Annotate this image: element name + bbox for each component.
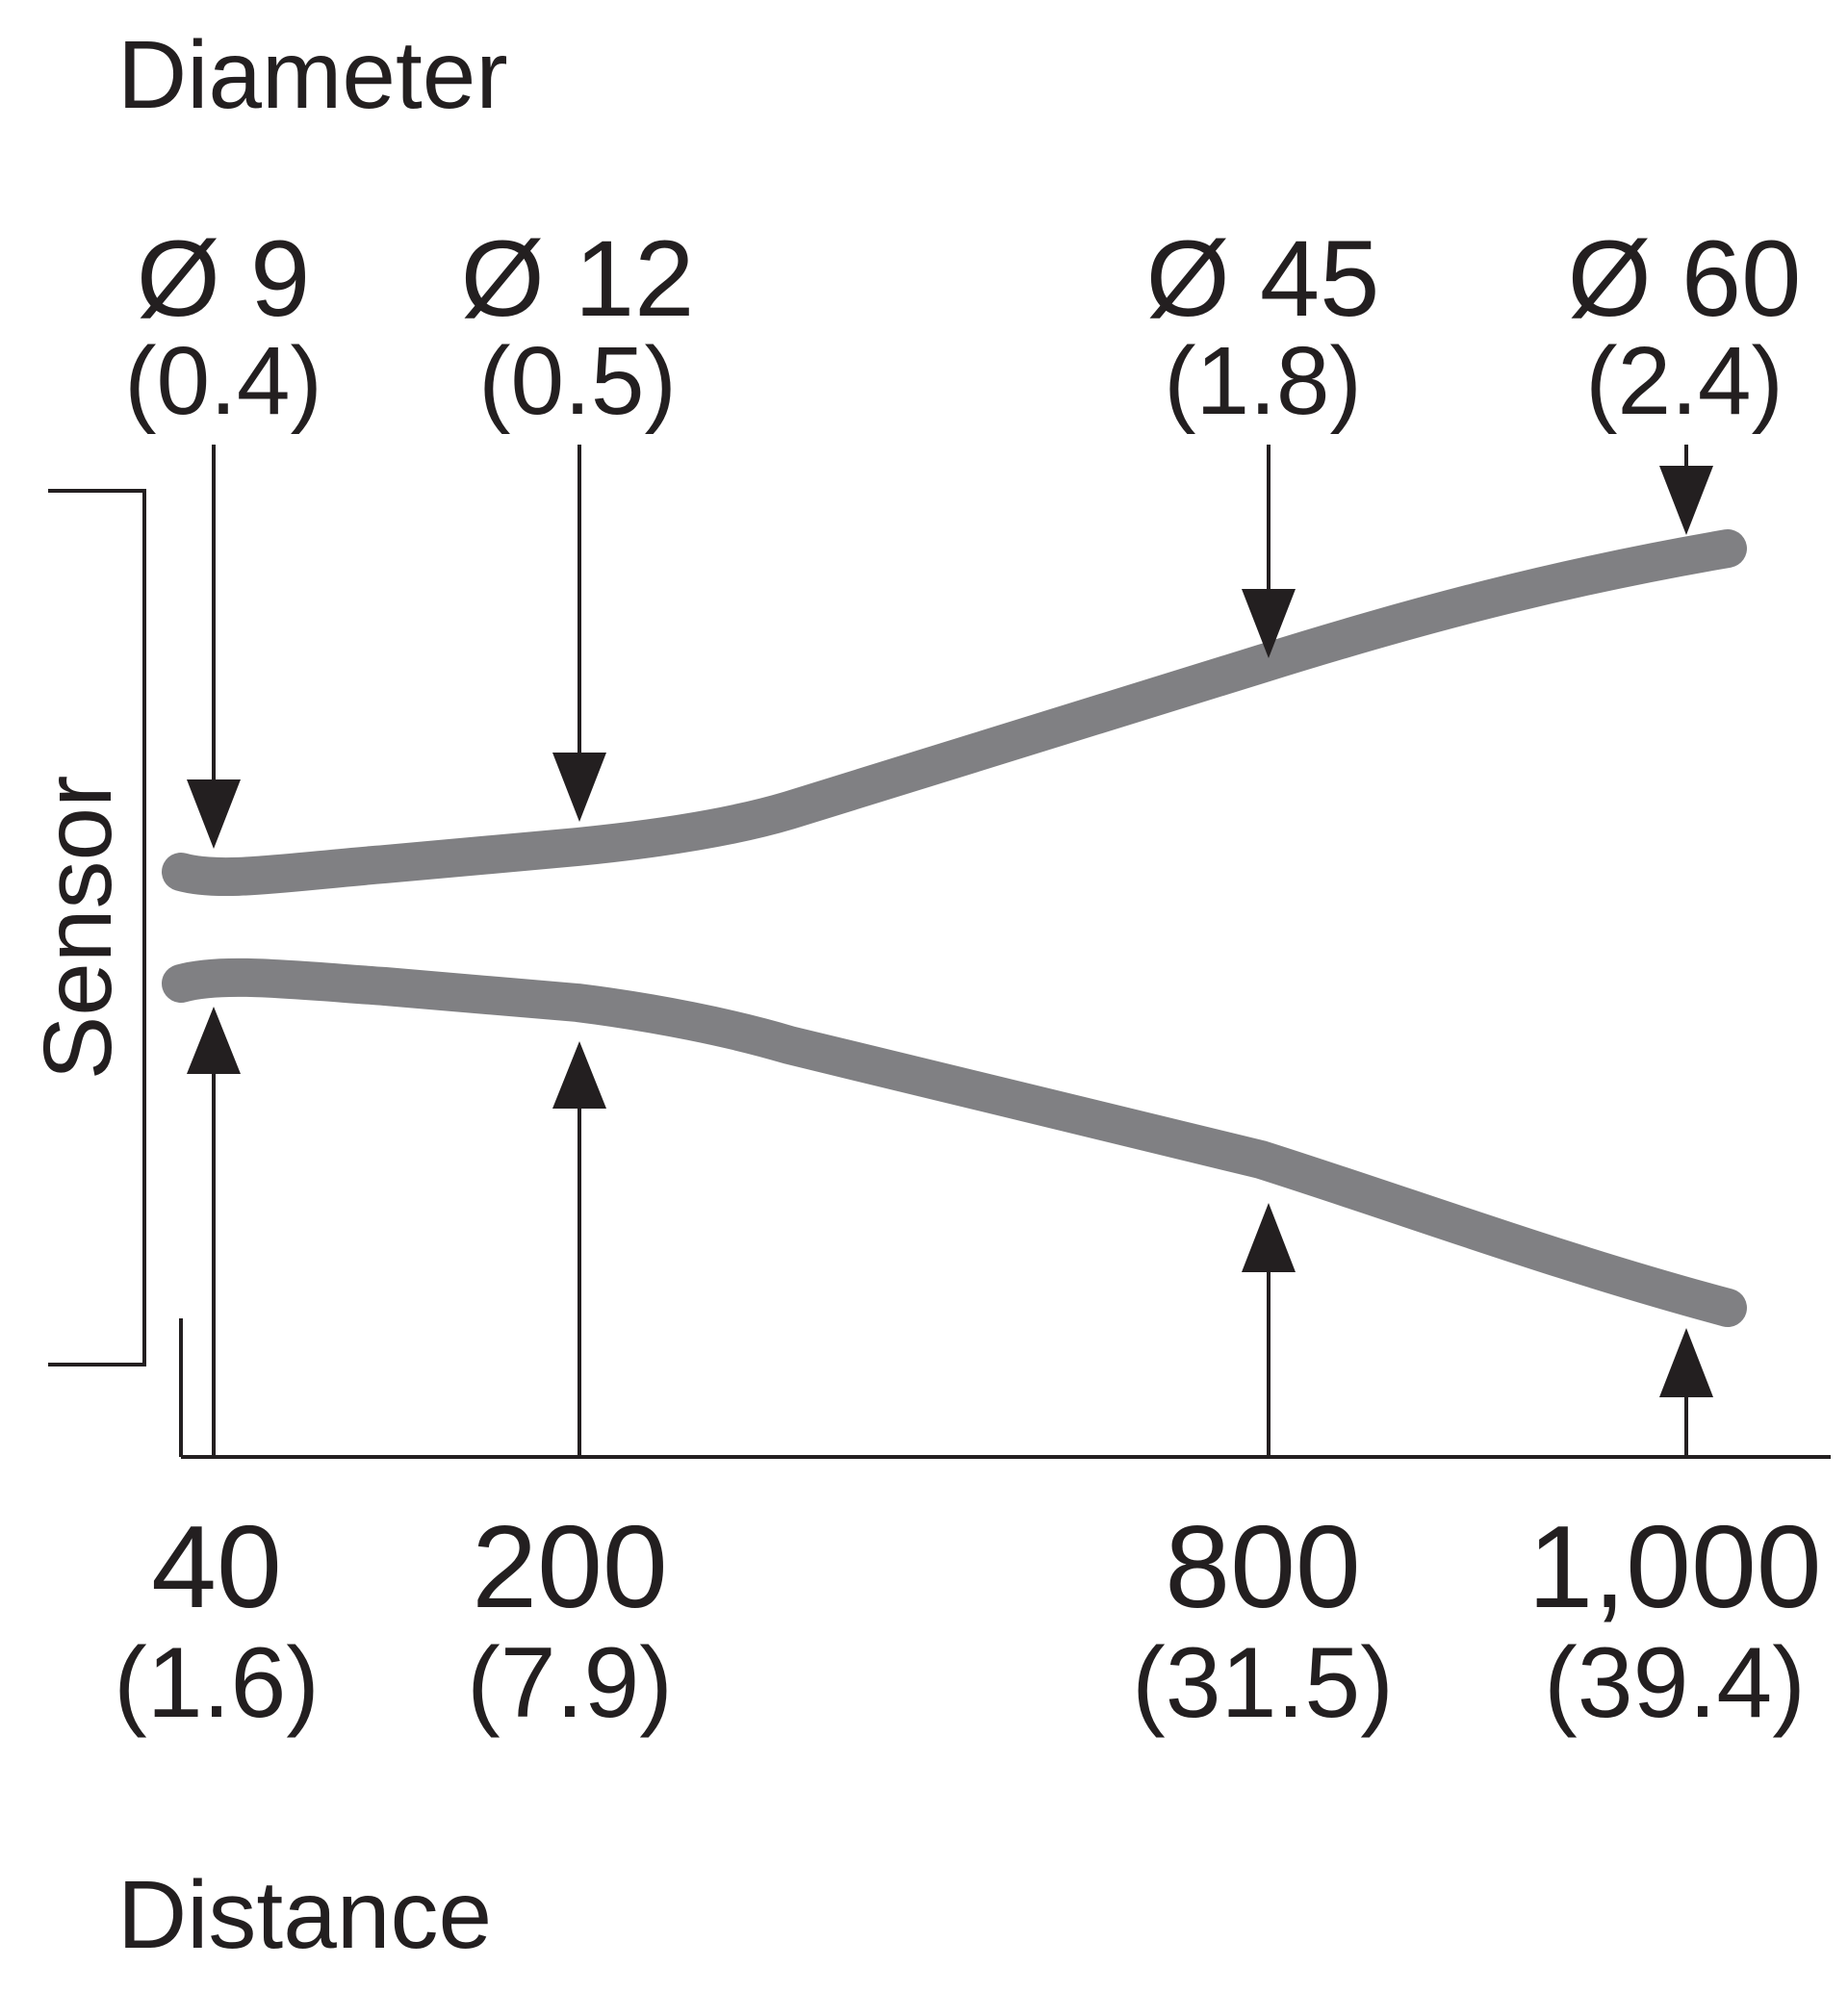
measure-point-800: Ø 45 (1.8) 800 (31.5) <box>1132 218 1394 1739</box>
upper-arrow-head-icon <box>552 753 606 822</box>
distance-value: 800 <box>1165 1501 1361 1632</box>
measure-point-1000: Ø 60 (2.4) 1,000 (39.4) <box>1527 218 1821 1739</box>
diameter-inch-value: (0.4) <box>124 327 322 435</box>
upper-arrow-head-icon <box>1659 466 1713 535</box>
diameter-heading: Diameter <box>117 21 508 129</box>
lower-arrow-head-icon <box>187 1007 241 1074</box>
upper-arrow-head-icon <box>1242 589 1296 658</box>
lower-arrow-head-icon <box>1242 1203 1296 1272</box>
diameter-inch-value: (2.4) <box>1585 327 1784 435</box>
distance-value: 40 <box>151 1501 282 1632</box>
diameter-value: Ø 12 <box>461 218 695 339</box>
distance-value: 1,000 <box>1527 1501 1821 1632</box>
distance-inch-value: (39.4) <box>1544 1627 1806 1739</box>
distance-inch-value: (7.9) <box>467 1627 673 1739</box>
measure-point-200: Ø 12 (0.5) 200 (7.9) <box>461 218 695 1739</box>
lower-arrow-head-icon <box>1659 1328 1713 1397</box>
distance-heading: Distance <box>117 1861 492 1969</box>
distance-value: 200 <box>472 1501 668 1632</box>
diameter-value: Ø 60 <box>1568 218 1802 339</box>
lower-arrow-head-icon <box>552 1041 606 1109</box>
diameter-inch-value: (0.5) <box>478 327 677 435</box>
beam-upper-edge <box>162 529 1747 897</box>
sensor-bracket <box>48 489 146 1366</box>
upper-arrow-head-icon <box>187 779 241 849</box>
distance-inch-value: (31.5) <box>1132 1627 1394 1739</box>
diameter-value: Ø 9 <box>137 218 311 339</box>
diameter-inch-value: (1.8) <box>1164 327 1362 435</box>
diameter-value: Ø 45 <box>1146 218 1380 339</box>
beam-lower-edge <box>162 958 1747 1327</box>
distance-inch-value: (1.6) <box>114 1627 320 1739</box>
measure-point-40: Ø 9 (0.4) 40 (1.6) <box>114 218 322 1739</box>
sensor-label: Sensor <box>24 776 132 1081</box>
